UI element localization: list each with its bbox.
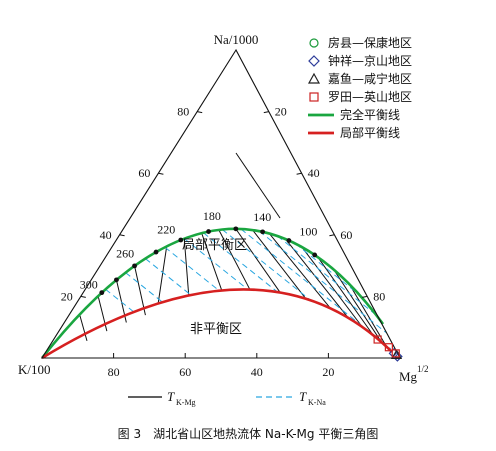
right-tick-mark-40	[296, 172, 302, 175]
legend-swatch-0	[309, 38, 319, 48]
k-mg-isotherm-4	[235, 228, 281, 293]
bottom-tick-label-80: 80	[108, 365, 120, 379]
legend-swatch-2	[307, 72, 321, 84]
region-label-non: 非平衡区	[190, 322, 242, 337]
k-mg-isotherm-3	[218, 229, 251, 290]
temperature-node-3	[153, 249, 159, 255]
legend-swatch-1	[308, 55, 320, 67]
temperature-node-0	[99, 290, 105, 296]
temperature-label-140: 140	[253, 210, 271, 224]
temperature-node-7	[260, 229, 266, 235]
left-tick-label-60: 60	[138, 166, 150, 180]
temperature-node-1	[114, 277, 119, 283]
left-tick-label-80: 80	[177, 105, 189, 119]
legend-line-k-na-symbol: T	[299, 389, 307, 404]
k-na-isotherm-9	[277, 235, 392, 357]
legend-label-4: 完全平衡线	[340, 107, 400, 122]
temperature-node-2	[132, 263, 137, 269]
k-mg-isotherm-1	[183, 238, 190, 296]
k-mg-isotherm-0	[157, 246, 168, 304]
k-na-isotherm-8	[258, 230, 392, 352]
k-mg-isotherm-6	[268, 233, 331, 309]
legend-line-k-mg-sub: K-Mg	[176, 398, 196, 407]
left-tick-mark-20	[80, 295, 86, 298]
triangle-outline	[41, 48, 401, 359]
k-na-isotherm-10	[295, 243, 392, 358]
left-tick-mark-60	[158, 172, 164, 175]
temperature-node-9	[312, 252, 318, 258]
legend-line-k-mg-symbol: T	[167, 389, 175, 404]
k-mg-isotherm-9	[317, 256, 374, 336]
k-na-isotherm-1	[125, 272, 276, 358]
vertex-label-top: Na/1000	[214, 32, 259, 47]
legend-swatch-3	[309, 92, 319, 102]
right-tick-label-60: 60	[340, 228, 352, 242]
full-equilibrium-curve	[40, 227, 385, 359]
axis-ticks: 20 40 60 80 20 40 60 80 80 60 40 20	[61, 105, 385, 379]
vertex-label-right: Mg	[399, 369, 418, 384]
right-tick-mark-20	[263, 111, 269, 114]
ternary-frame	[41, 48, 401, 359]
temperature-label-260: 260	[116, 246, 134, 260]
k-mg-isotherm-10	[333, 269, 382, 343]
bottom-tick-label-40: 40	[251, 365, 263, 379]
vertex-label-right-sup: 1/2	[417, 364, 429, 374]
left-tick-label-20: 20	[61, 289, 73, 303]
vertex-label-left: K/100	[18, 362, 51, 377]
sample-point-3	[384, 343, 393, 352]
k-mg-isotherm-2	[201, 232, 223, 291]
temperature-label-100: 100	[299, 225, 317, 239]
bottom-tick-label-60: 60	[179, 365, 191, 379]
left-tick-mark-80	[197, 111, 203, 114]
k-mg-isotherm-short-0	[79, 314, 88, 342]
right-tick-mark-80	[362, 295, 368, 298]
sample-points	[373, 335, 403, 362]
right-tick-label-20: 20	[275, 105, 287, 119]
temperature-node-5	[206, 229, 211, 234]
k-mg-isotherm-7	[285, 238, 349, 319]
right-tick-label-80: 80	[373, 289, 385, 303]
sample-point-4	[373, 335, 382, 344]
temperature-node-4	[178, 237, 184, 243]
figure-caption: 图 3 湖北省山区地热流体 Na-K-Mg 平衡三角图	[118, 426, 379, 441]
legend-label-2: 嘉鱼—咸宁地区	[328, 71, 412, 86]
sample-point-5	[391, 349, 400, 358]
legend-label-5: 局部平衡线	[340, 125, 400, 140]
left-tick-mark-40	[119, 234, 125, 237]
left-tick-label-40: 40	[100, 228, 112, 242]
region-label-partial: 局部平衡区	[182, 238, 247, 253]
k-na-isotherm-3	[164, 246, 316, 358]
right-tick-label-40: 40	[308, 166, 320, 180]
k-na-isotherm-2	[145, 258, 296, 358]
k-mg-isotherm-8	[301, 246, 363, 328]
legend-label-3: 罗田—英山地区	[328, 90, 412, 104]
k-mg-isotherm-extension	[235, 152, 281, 219]
right-tick-mark-60	[329, 234, 335, 237]
legend-line-k-na-sub: K-Na	[308, 398, 326, 407]
partial-equilibrium-curve	[41, 288, 393, 360]
legend-label-0: 房县—保康地区	[328, 35, 412, 50]
k-na-isotherm-0	[105, 288, 256, 358]
temperature-node-8	[286, 238, 292, 243]
k-mg-isotherm-short-3	[134, 265, 146, 316]
temperature-label-220: 220	[157, 222, 175, 236]
temperature-label-180: 180	[203, 209, 221, 223]
legend-label-1: 钟祥—京山地区	[328, 53, 412, 68]
temperature-node-6	[233, 226, 239, 232]
bottom-tick-label-20: 20	[322, 365, 334, 379]
k-mg-isotherm-5	[252, 229, 307, 300]
